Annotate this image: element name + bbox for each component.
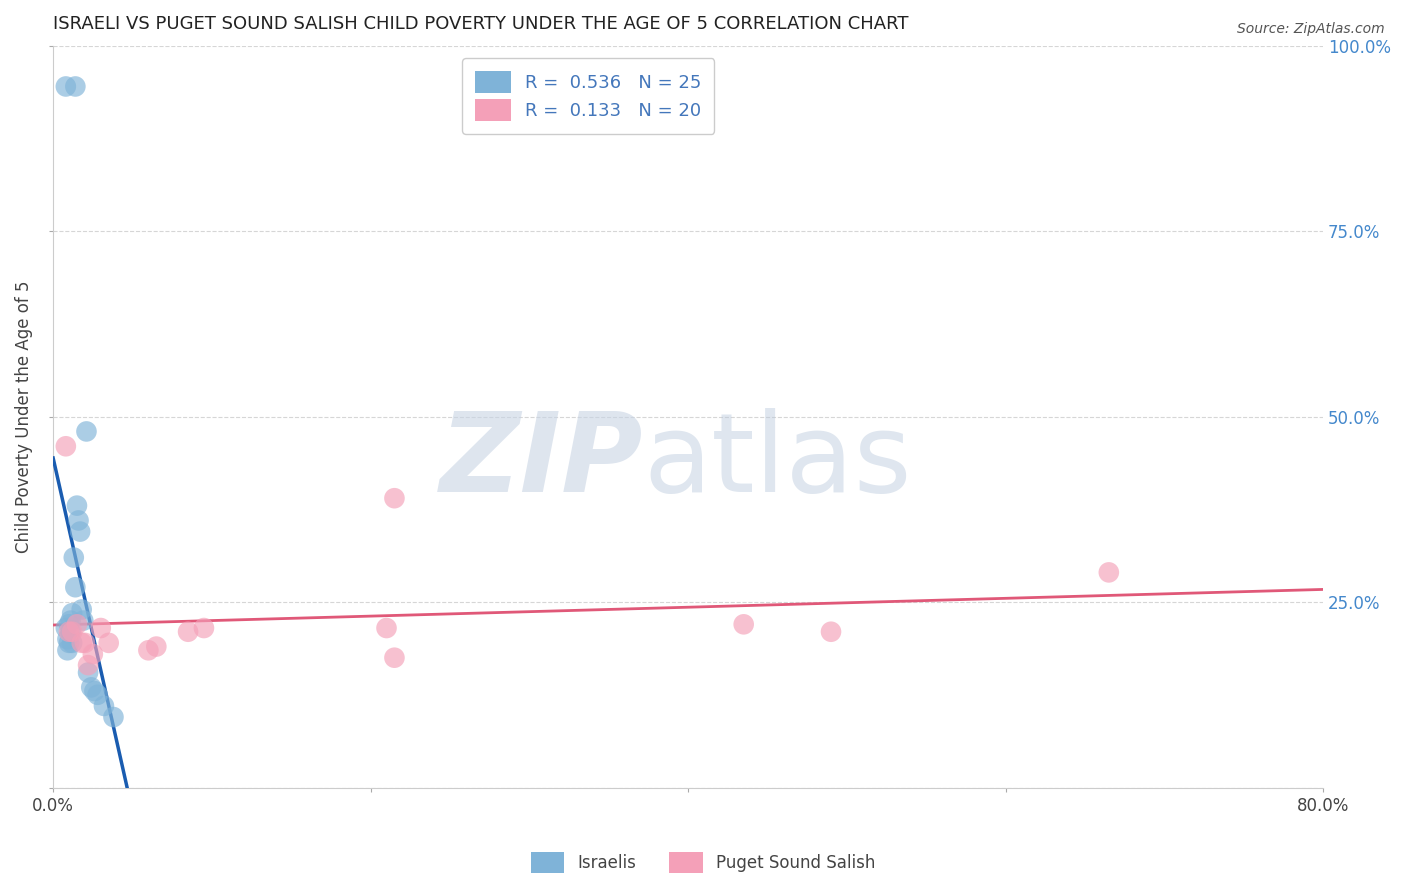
Point xyxy=(60,636,83,650)
Point xyxy=(59,624,82,639)
Point xyxy=(62,550,84,565)
Point xyxy=(384,650,406,665)
Point xyxy=(55,621,77,635)
Point xyxy=(375,621,398,635)
Point xyxy=(56,632,79,647)
Point xyxy=(93,698,115,713)
Legend: R =  0.536   N = 25, R =  0.133   N = 20: R = 0.536 N = 25, R = 0.133 N = 20 xyxy=(463,58,714,134)
Point xyxy=(193,621,215,635)
Point xyxy=(1098,566,1121,580)
Point xyxy=(72,614,94,628)
Point xyxy=(77,658,100,673)
Point xyxy=(65,79,87,94)
Point xyxy=(60,624,83,639)
Point xyxy=(177,624,200,639)
Legend: Israelis, Puget Sound Salish: Israelis, Puget Sound Salish xyxy=(524,846,882,880)
Y-axis label: Child Poverty Under the Age of 5: Child Poverty Under the Age of 5 xyxy=(15,280,32,553)
Point xyxy=(69,524,91,539)
Point xyxy=(138,643,160,657)
Point xyxy=(60,606,83,620)
Point xyxy=(66,617,89,632)
Point xyxy=(56,643,79,657)
Point xyxy=(70,636,93,650)
Point xyxy=(97,636,120,650)
Point xyxy=(145,640,167,654)
Point xyxy=(733,617,755,632)
Point xyxy=(55,439,77,453)
Point xyxy=(59,614,82,628)
Point xyxy=(66,499,89,513)
Text: ISRAELI VS PUGET SOUND SALISH CHILD POVERTY UNDER THE AGE OF 5 CORRELATION CHART: ISRAELI VS PUGET SOUND SALISH CHILD POVE… xyxy=(53,15,908,33)
Point xyxy=(58,636,80,650)
Point xyxy=(70,602,93,616)
Point xyxy=(103,710,125,724)
Point xyxy=(76,425,98,439)
Point xyxy=(58,624,80,639)
Point xyxy=(58,617,80,632)
Point xyxy=(86,688,108,702)
Point xyxy=(73,636,96,650)
Point xyxy=(65,580,87,594)
Point xyxy=(820,624,842,639)
Point xyxy=(67,513,90,527)
Text: ZIP: ZIP xyxy=(440,408,644,515)
Text: Source: ZipAtlas.com: Source: ZipAtlas.com xyxy=(1237,22,1385,37)
Point xyxy=(82,647,104,661)
Point xyxy=(80,681,103,695)
Point xyxy=(77,665,100,680)
Text: atlas: atlas xyxy=(644,408,912,515)
Point xyxy=(83,684,105,698)
Point xyxy=(55,79,77,94)
Point xyxy=(90,621,112,635)
Point xyxy=(384,491,406,506)
